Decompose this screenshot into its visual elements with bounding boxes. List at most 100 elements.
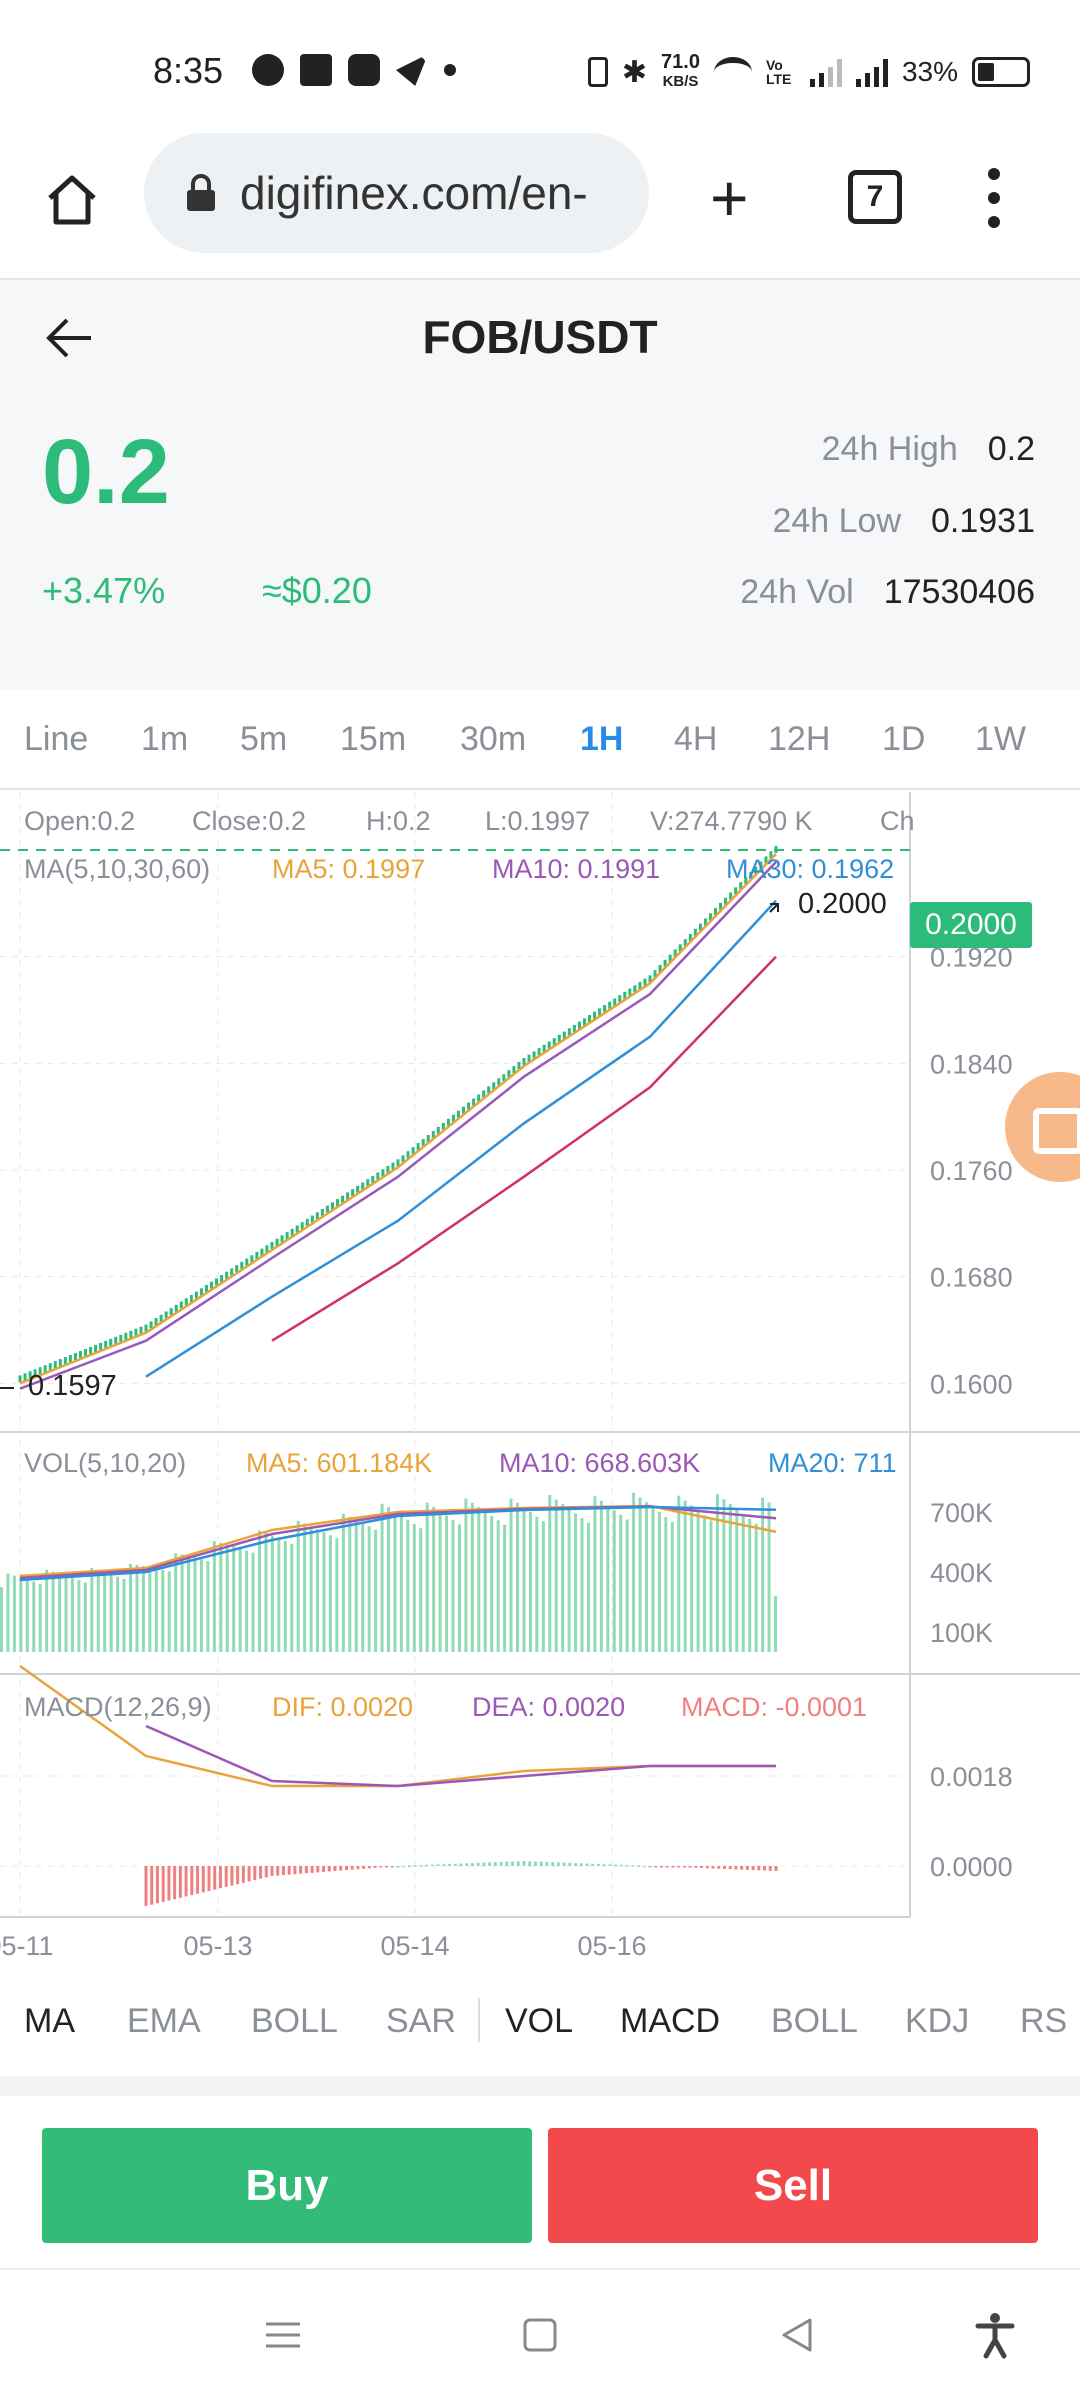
candle	[537, 1048, 541, 1056]
kline-chart[interactable]: 0.1920 0.1840 0.1760 0.1680 0.1600 700K 400K 10…	[0, 792, 1080, 1962]
menu-icon[interactable]	[258, 2310, 308, 2360]
tab-indicator-kdj[interactable]: KDJ	[905, 2002, 970, 2040]
macd-hist-bar	[293, 1866, 297, 1875]
candle	[48, 1363, 52, 1371]
tab-indicator-ma[interactable]: MA	[24, 2002, 75, 2040]
macd-line-dea	[145, 1724, 776, 1788]
candle	[94, 1344, 98, 1352]
candle	[290, 1228, 294, 1236]
tab-indicator-sar[interactable]: SAR	[386, 2002, 456, 2040]
macd-hist-bar	[625, 1865, 629, 1867]
volume-bar	[70, 1578, 74, 1652]
candle	[653, 970, 657, 978]
bluetooth-icon: ✱	[621, 55, 648, 89]
macd-hist-bar	[287, 1866, 291, 1875]
macd-dif-value: DIF: 0.0020	[272, 1692, 414, 1722]
tab-indicator-ema[interactable]: EMA	[127, 2002, 201, 2040]
volume-bar	[690, 1505, 694, 1652]
macd-hist-bar	[453, 1863, 457, 1866]
accessibility-icon[interactable]	[970, 2310, 1020, 2360]
candle	[38, 1367, 42, 1375]
candle	[164, 1311, 168, 1319]
home-icon[interactable]	[42, 170, 102, 230]
chart-canvas[interactable]: 0.19200.18400.17600.16800.1600700K400K10…	[0, 792, 1080, 1962]
macd-hist-bar	[333, 1866, 337, 1871]
volume-bar	[419, 1528, 423, 1652]
tab-interval-30m[interactable]: 30m	[460, 720, 527, 758]
sell-button[interactable]: Sell	[548, 2128, 1038, 2243]
candle	[774, 846, 778, 853]
dot-icon	[444, 64, 456, 76]
volume-bar	[277, 1538, 281, 1652]
candle	[43, 1365, 47, 1373]
macd-hist-bar	[482, 1862, 486, 1866]
tab-interval-1m[interactable]: 1m	[141, 720, 189, 758]
macd-hist-bar	[253, 1866, 257, 1881]
candle	[472, 1098, 476, 1106]
volume-bar	[722, 1499, 726, 1652]
tab-interval-15m[interactable]: 15m	[340, 720, 407, 758]
macd-hist-bar	[402, 1865, 406, 1868]
usd-value: ≈$0.20	[262, 570, 372, 611]
macd-hist-bar	[373, 1866, 377, 1868]
macd-dea-value: DEA: 0.0020	[472, 1692, 626, 1722]
candle-change: Ch	[880, 806, 915, 836]
tab-interval-1w[interactable]: 1W	[975, 720, 1026, 758]
macd-hist-bar	[602, 1864, 606, 1866]
volume-bar	[586, 1522, 590, 1652]
home-square-icon[interactable]	[515, 2310, 565, 2360]
macd-hist-bar	[470, 1863, 474, 1866]
volume-bar	[77, 1580, 81, 1652]
candle	[446, 1118, 450, 1126]
volume-bar	[167, 1571, 171, 1652]
tab-interval-12h[interactable]: 12H	[768, 720, 831, 758]
macd-y-tick-label: 0.0000	[930, 1852, 1013, 1882]
candle	[240, 1261, 244, 1269]
macd-hist-bar	[425, 1864, 429, 1867]
url-text[interactable]: digifinex.com/en-	[240, 167, 588, 219]
tab-indicator-boll-main[interactable]: BOLL	[251, 2002, 338, 2040]
volume-bar	[96, 1570, 100, 1652]
macd-hist-bar	[637, 1865, 641, 1868]
macd-hist-bar	[556, 1862, 560, 1866]
macd-hist-bar	[619, 1864, 623, 1867]
new-tab-plus-icon[interactable]: +	[710, 161, 749, 235]
address-bar[interactable]: digifinex.com/en-	[144, 133, 649, 253]
tab-indicator-vol[interactable]: VOL	[505, 2002, 574, 2040]
pair-title: FOB/USDT	[422, 311, 658, 363]
tab-interval-4h[interactable]: 4H	[674, 720, 718, 758]
candle	[759, 861, 763, 869]
ma-line-ma10	[19, 861, 777, 1390]
back-arrow-icon[interactable]	[45, 316, 95, 360]
ma10-value: MA10: 0.1991	[492, 854, 661, 884]
candle	[23, 1373, 27, 1381]
vol-ma10-value: MA10: 668.603K	[499, 1448, 701, 1478]
tab-indicator-macd[interactable]: MACD	[620, 2002, 721, 2040]
tab-switcher-button[interactable]: 7	[848, 170, 902, 224]
macd-hist-bar	[591, 1863, 595, 1866]
tab-indicator-boll-sub[interactable]: BOLL	[771, 2002, 858, 2040]
candle	[577, 1021, 581, 1029]
volume-bar	[670, 1522, 674, 1652]
candle	[729, 892, 733, 900]
vol-y-tick-label: 100K	[930, 1618, 993, 1648]
tab-interval-1h[interactable]: 1H	[580, 720, 624, 758]
back-triangle-icon[interactable]	[772, 2310, 822, 2360]
macd-hist-bar	[654, 1866, 658, 1868]
tab-interval-1d[interactable]: 1D	[882, 720, 926, 758]
candle	[310, 1215, 314, 1223]
macd-hist-bar	[322, 1866, 326, 1872]
tab-interval-5m[interactable]: 5m	[240, 720, 288, 758]
candle	[114, 1336, 118, 1344]
overflow-menu-icon[interactable]	[988, 168, 1002, 228]
tab-indicator-rsi[interactable]: RS	[1020, 2002, 1068, 2040]
macd-hist-bar	[774, 1866, 778, 1871]
volume-bar	[64, 1576, 68, 1652]
macd-hist-bar	[551, 1862, 555, 1866]
buy-button[interactable]: Buy	[42, 2128, 532, 2243]
section-gap	[0, 2076, 1080, 2096]
macd-hist-bar	[201, 1866, 205, 1893]
tab-interval-line[interactable]: Line	[24, 720, 89, 758]
lock-icon[interactable]	[184, 173, 218, 213]
candle-high: H:0.2	[366, 806, 431, 836]
